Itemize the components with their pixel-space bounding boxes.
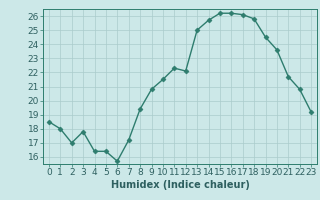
X-axis label: Humidex (Indice chaleur): Humidex (Indice chaleur) — [111, 180, 249, 190]
